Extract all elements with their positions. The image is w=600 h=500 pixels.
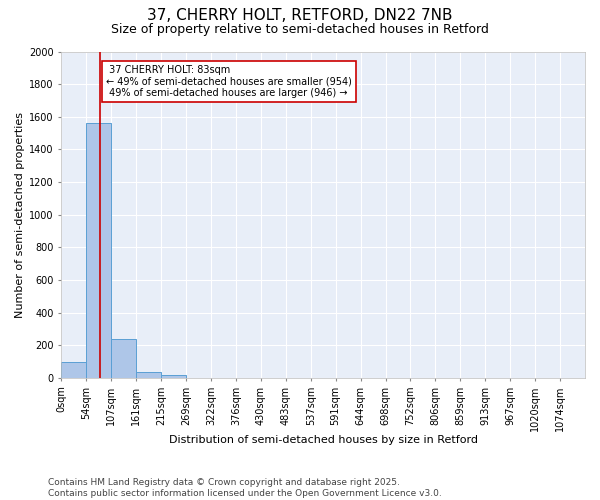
Bar — [136, 372, 161, 378]
X-axis label: Distribution of semi-detached houses by size in Retford: Distribution of semi-detached houses by … — [169, 435, 478, 445]
Bar — [86, 124, 111, 378]
Text: Size of property relative to semi-detached houses in Retford: Size of property relative to semi-detach… — [111, 22, 489, 36]
Text: 37, CHERRY HOLT, RETFORD, DN22 7NB: 37, CHERRY HOLT, RETFORD, DN22 7NB — [147, 8, 453, 22]
Y-axis label: Number of semi-detached properties: Number of semi-detached properties — [15, 112, 25, 318]
Bar — [161, 376, 186, 378]
Text: Contains HM Land Registry data © Crown copyright and database right 2025.
Contai: Contains HM Land Registry data © Crown c… — [48, 478, 442, 498]
Bar — [61, 362, 86, 378]
Bar — [111, 338, 136, 378]
Text: 37 CHERRY HOLT: 83sqm
← 49% of semi-detached houses are smaller (954)
 49% of se: 37 CHERRY HOLT: 83sqm ← 49% of semi-deta… — [106, 64, 352, 98]
